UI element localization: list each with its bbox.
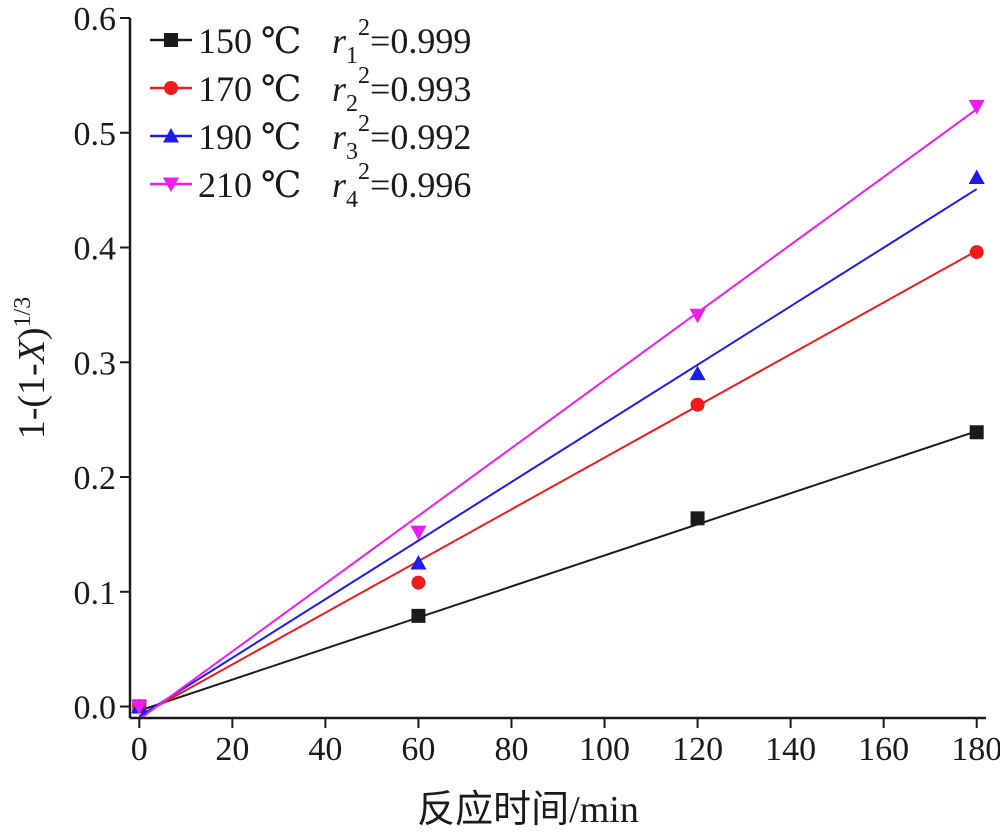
data-point-2-3: [690, 397, 705, 412]
legend-r2-r-1: r: [332, 21, 347, 61]
x-tick-label-20: 20: [215, 731, 249, 768]
legend-r2-r-2: r: [332, 69, 347, 109]
x-tick-label-0: 0: [131, 731, 148, 768]
legend-r2-value-1: =0.999: [370, 21, 471, 61]
legend-r2-sup-3: 2: [358, 111, 370, 137]
legend-r2-r-4: r: [332, 165, 347, 205]
y-tick-label-5: 0.5: [74, 116, 117, 153]
legend-r2-sub-3: 3: [346, 139, 358, 165]
data-point-4-2: [410, 525, 427, 541]
y-tick-label-6: 0.6: [74, 1, 117, 38]
data-point-3-4: [968, 169, 985, 184]
legend-marker-3: [162, 127, 180, 143]
legend-entry-1: 150 ℃ r12=0.999: [150, 15, 471, 69]
data-point-4-1: [131, 700, 148, 715]
legend-r2-sup-2: 2: [358, 63, 370, 89]
legend-entry-3: 190 ℃ r32=0.992: [150, 111, 471, 165]
x-axis-label: 反应时间/min: [417, 789, 639, 831]
legend-r2-sub-4: 4: [346, 187, 358, 213]
data-point-2-4: [969, 245, 984, 260]
y-tick-label-2: 0.2: [74, 460, 117, 497]
legend-entry-4: 210 ℃ r42=0.996: [150, 159, 471, 213]
data-point-1-2: [411, 608, 426, 623]
legend-marker-2: [164, 81, 178, 95]
x-tick-label-140: 140: [765, 731, 816, 768]
data-point-2-2: [411, 575, 426, 590]
y-axis-label: 1-(1-X)1/3: [10, 297, 53, 440]
x-tick-label-80: 80: [494, 731, 528, 768]
legend-r2-2: r22=0.993: [332, 63, 471, 117]
series-4: [131, 99, 985, 720]
x-tick-label-40: 40: [308, 731, 342, 768]
legend-r2-value-2: =0.993: [370, 69, 471, 109]
legend-r2-sup-4: 2: [358, 159, 370, 185]
x-tick-label-160: 160: [858, 731, 909, 768]
x-tick-label-180: 180: [951, 731, 1000, 768]
legend-r2-sup-1: 2: [358, 15, 370, 41]
y-label-base: 1-(1-: [11, 363, 53, 439]
legend-r2-sub-2: 2: [346, 91, 358, 117]
y-tick-label-4: 0.4: [74, 231, 117, 268]
data-point-3-3: [689, 365, 706, 381]
axes: 0 20 40 60 80 100 120 140 160 180 0.0 0.1 0.2 0.3 0.4 0…: [74, 1, 1000, 768]
y-tick-label-3: 0.3: [74, 345, 117, 382]
legend-r2-3: r32=0.992: [332, 111, 471, 165]
data-point-3-2: [410, 555, 427, 570]
data-point-4-4: [968, 99, 985, 115]
series-3: [131, 169, 985, 718]
data-point-1-3: [690, 511, 705, 526]
x-tick-label-120: 120: [672, 731, 723, 768]
legend-r2-sub-1: 1: [346, 43, 358, 69]
y-label-sup: 1/3: [10, 297, 36, 328]
legend-r2-value-3: =0.992: [370, 117, 471, 157]
x-tick-label-60: 60: [401, 731, 435, 768]
legend-label-4: 210 ℃: [198, 165, 301, 205]
legend-r2-4: r42=0.996: [332, 159, 471, 213]
series-2: [132, 245, 984, 718]
fit-line-4: [138, 108, 978, 720]
y-tick-label-1: 0.1: [74, 575, 117, 612]
plot-marks: [131, 99, 985, 720]
legend-label-3: 190 ℃: [198, 117, 301, 157]
legend-r2-1: r12=0.999: [332, 15, 471, 69]
axis-labels: 反应时间/min 1-(1-X)1/3: [10, 297, 639, 831]
legend-label-1: 150 ℃: [198, 21, 301, 61]
legend-label-2: 170 ℃: [198, 69, 301, 109]
fit-line-2: [138, 249, 978, 718]
legend-r2-value-4: =0.996: [370, 165, 471, 205]
data-point-4-3: [689, 308, 706, 324]
y-label-close: ): [11, 327, 53, 340]
y-label-italic: X: [11, 338, 53, 365]
legend-r2-r-3: r: [332, 117, 347, 157]
y-tick-label-0: 0.0: [74, 690, 117, 727]
series-1: [132, 425, 984, 714]
x-tick-label-100: 100: [579, 731, 630, 768]
legend-marker-4: [162, 177, 180, 193]
fit-line-1: [138, 430, 978, 712]
fit-line-3: [138, 188, 978, 718]
data-point-1-4: [969, 425, 984, 440]
legend-marker-1: [164, 33, 178, 47]
legend-entry-2: 170 ℃ r22=0.993: [150, 63, 471, 117]
